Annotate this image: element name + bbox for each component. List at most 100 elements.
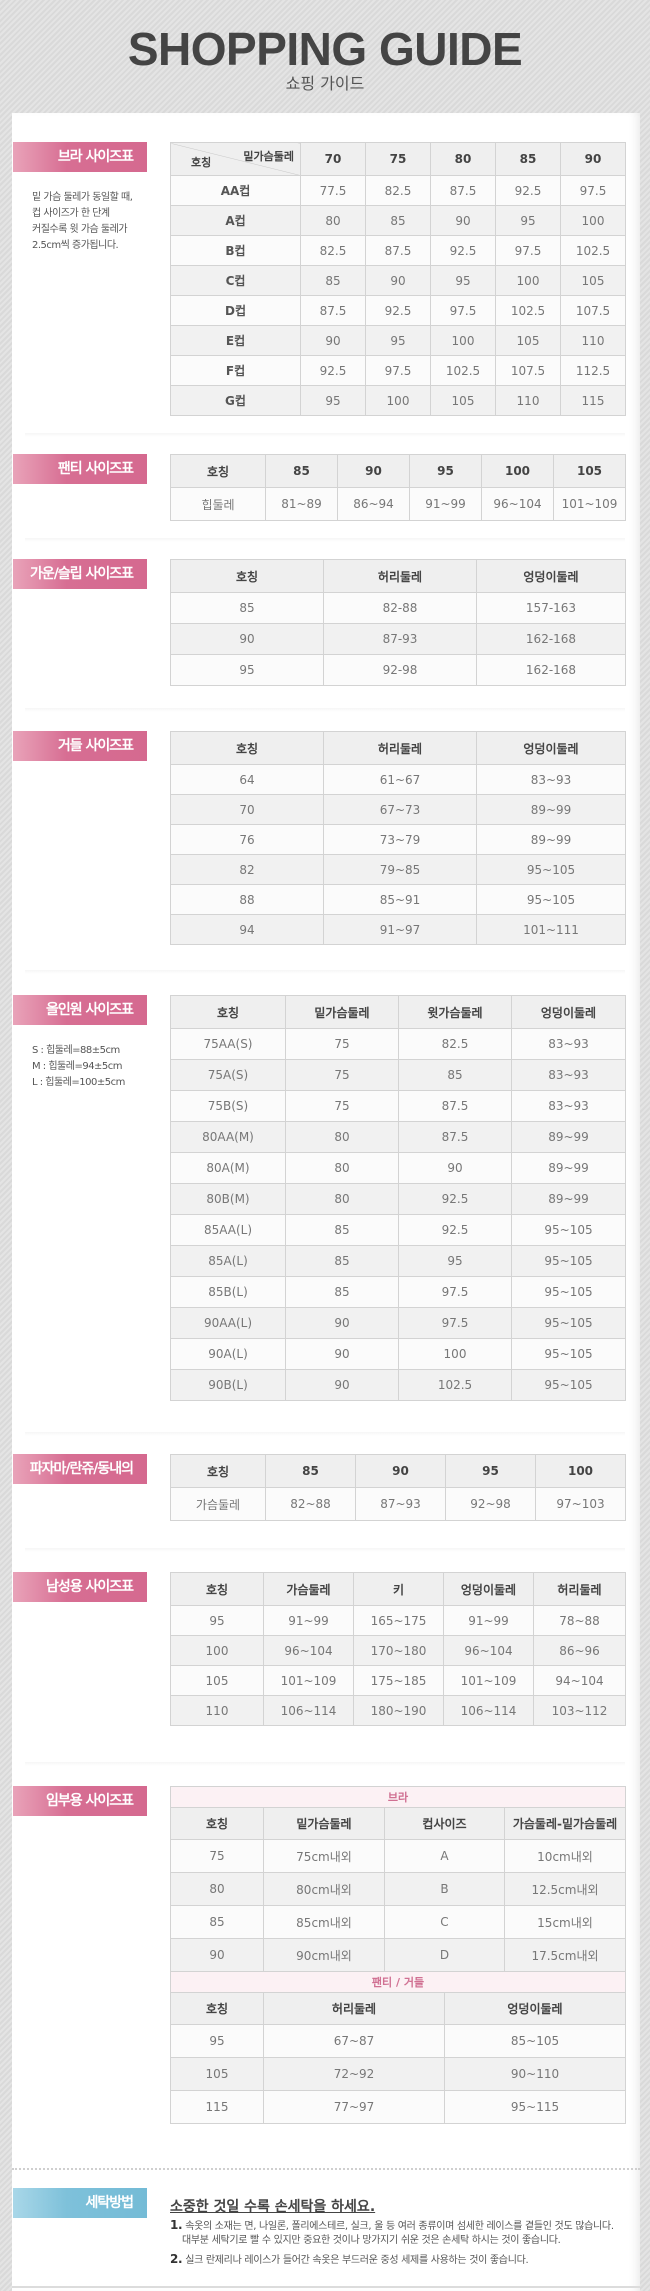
- table-cell: 165~175: [353, 1605, 444, 1636]
- row-label: 80A(M): [170, 1152, 286, 1184]
- table-cell: 91~97: [323, 914, 477, 945]
- column-header: 윗가슴둘레: [398, 995, 512, 1029]
- table-cell: 61~67: [323, 764, 477, 795]
- table-row: G컵 95 100 105 110 115: [170, 385, 626, 416]
- row-label: 95: [170, 2024, 264, 2058]
- row-label: 75B(S): [170, 1090, 286, 1122]
- row-label: 82: [170, 854, 324, 885]
- item-line: 속옷의 소재는 면, 나일론, 폴리에스테르, 실크, 울 등 여러 종류이며 …: [185, 2221, 614, 2232]
- row-label: 85B(L): [170, 1276, 286, 1308]
- table-cell: 95: [365, 325, 431, 356]
- table-cell: 96~104: [481, 487, 554, 521]
- table-cell: 87.5: [300, 295, 366, 326]
- table-cell: 94~104: [533, 1665, 626, 1696]
- table-row: 80A(M) 80 90 89~99: [170, 1152, 626, 1184]
- table-cell: 101~111: [476, 914, 626, 945]
- table-cell: 92.5: [398, 1183, 512, 1215]
- allinone-size-table: 호칭 밑가슴둘레 윗가슴둘레 엉덩이둘레 75AA(S) 75 82.5 83~93 75A(S…: [170, 995, 626, 1401]
- row-label: 110: [170, 1695, 264, 1726]
- column-header: 85: [495, 142, 561, 176]
- table-cell: 85: [285, 1276, 399, 1308]
- row-label: D컵: [170, 295, 301, 326]
- table-cell: 101~109: [263, 1665, 354, 1696]
- table-cell: 80: [300, 205, 366, 236]
- table-header-row: 호칭 허리둘레 엉덩이둘레: [170, 731, 626, 765]
- table-cell: 107.5: [495, 355, 561, 386]
- table-cell: 85cm내외: [263, 1905, 385, 1939]
- table-cell: 75: [285, 1028, 399, 1060]
- pajama-label: 파자마/란쥬/동내의: [13, 1454, 147, 1484]
- row-label: 100: [170, 1635, 264, 1666]
- table-cell: 91~99: [443, 1605, 534, 1636]
- column-header: 허리둘레: [533, 1572, 626, 1606]
- column-header: 85: [265, 1454, 356, 1488]
- row-label: 70: [170, 794, 324, 825]
- table-cell: 85~105: [444, 2024, 626, 2058]
- table-cell: 103~112: [533, 1695, 626, 1726]
- table-cell: 170~180: [353, 1635, 444, 1666]
- gown-size-table: 호칭 허리둘레 엉덩이둘레 85 82-88 157-163 90 87-93 162-168 9…: [170, 559, 626, 686]
- row-label: 80AA(M): [170, 1121, 286, 1153]
- row-label: 88: [170, 884, 324, 915]
- table-cell: 162-168: [476, 623, 626, 655]
- table-cell: 90: [430, 205, 496, 236]
- column-header: 허리둘레: [323, 731, 477, 765]
- table-row: 94 91~97 101~111: [170, 914, 626, 945]
- table-row: 85 85cm내외 C 15cm내외: [170, 1905, 626, 1939]
- row-label: 85A(L): [170, 1245, 286, 1277]
- table-cell: 97.5: [398, 1307, 512, 1339]
- row-label: 95: [170, 654, 324, 686]
- table-cell: 85: [398, 1059, 512, 1091]
- table-cell: 85: [285, 1245, 399, 1277]
- table-cell: 82.5: [300, 235, 366, 266]
- table-cell: 95~105: [511, 1276, 626, 1308]
- table-cell: 95~105: [476, 884, 626, 915]
- column-header: 키: [353, 1572, 444, 1606]
- table-cell: 107.5: [560, 295, 626, 326]
- table-cell: 89~99: [511, 1152, 626, 1184]
- table-cell: 87.5: [365, 235, 431, 266]
- table-cell: 80cm내외: [263, 1872, 385, 1906]
- table-cell: 95~105: [511, 1307, 626, 1339]
- allinone-note: S : 힙둘레=88±5cm M : 힙둘레=94±5cm L : 힙둘레=100±…: [32, 1043, 125, 1091]
- table-cell: 67~73: [323, 794, 477, 825]
- column-header: 90: [337, 454, 410, 488]
- row-label: AA컵: [170, 175, 301, 206]
- corner-bottom-label: 호칭: [191, 156, 212, 169]
- row-label: B컵: [170, 235, 301, 266]
- table-cell: 92.5: [365, 295, 431, 326]
- panty-size-table: 호칭 85 90 95 100 105 힙둘레 81~89 86~94 91~99 96~104 10…: [170, 454, 626, 521]
- page-title: SHOPPING GUIDE: [127, 23, 523, 75]
- men-size-table: 호칭 가슴둘레 키 엉덩이둘레 허리둘레 95 91~99 165~175 91~99 78~88…: [170, 1572, 626, 1726]
- row-label: 105: [170, 1665, 264, 1696]
- table-cell: 95~105: [511, 1338, 626, 1370]
- section-divider: [25, 433, 625, 437]
- column-header: 엉덩이둘레: [444, 1992, 626, 2025]
- table-row: 88 85~91 95~105: [170, 884, 626, 915]
- table-cell: 85~91: [323, 884, 477, 915]
- table-cell: 97.5: [430, 295, 496, 326]
- table-cell: 100: [365, 385, 431, 416]
- girdle-size-table: 호칭 허리둘레 엉덩이둘레 64 61~67 83~93 70 67~73 89~99 76 73~…: [170, 731, 626, 945]
- table-cell: 96~104: [263, 1635, 354, 1666]
- table-cell: 106~114: [263, 1695, 354, 1726]
- table-cell: 17.5cm내외: [504, 1938, 626, 1972]
- row-label: 90AA(L): [170, 1307, 286, 1339]
- column-header: 컵사이즈: [384, 1807, 505, 1840]
- table-cell: 92.5: [495, 175, 561, 206]
- row-label: 75: [170, 1839, 264, 1873]
- table-cell: 180~190: [353, 1695, 444, 1726]
- table-cell: 115: [560, 385, 626, 416]
- table-cell: 100: [560, 205, 626, 236]
- table-cell: 87.5: [398, 1090, 512, 1122]
- column-header: 가슴둘레: [263, 1572, 354, 1606]
- table-cell: 102.5: [430, 355, 496, 386]
- corner-header: 밑가슴둘레 호칭: [170, 142, 301, 176]
- table-cell: 73~79: [323, 824, 477, 855]
- table-row: 82 79~85 95~105: [170, 854, 626, 885]
- table-row: 80B(M) 80 92.5 89~99: [170, 1183, 626, 1215]
- table-cell: 105: [560, 265, 626, 296]
- maternity-size-table: 브라 호칭 밑가슴둘레 컵사이즈 가슴둘레-밑가슴둘레 75 75cm내외 A 10cm내외 80…: [170, 1786, 626, 2124]
- row-label: 75A(S): [170, 1059, 286, 1091]
- table-cell: 89~99: [476, 824, 626, 855]
